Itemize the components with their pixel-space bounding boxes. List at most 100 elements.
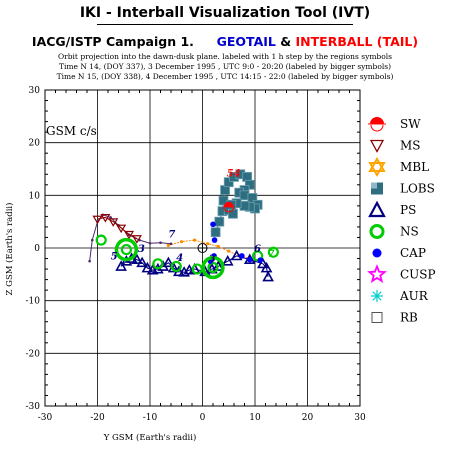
annotation-label: 7 <box>268 249 275 260</box>
annotation-label: 4 <box>176 253 183 264</box>
ns-point <box>207 261 219 274</box>
x-tick-label: 20 <box>302 413 314 423</box>
campaign-prefix: IACG/ISTP Campaign 1. <box>31 34 194 49</box>
cap-point <box>246 256 253 263</box>
subtitle-line-1: Orbit projection into the dawn-dusk plan… <box>57 52 392 61</box>
legend-label: NS <box>400 225 419 239</box>
ps-point <box>115 260 127 271</box>
x-tick-label: 0 <box>200 413 206 423</box>
orbit2-point <box>159 241 162 245</box>
annotation-label: 3 <box>138 244 145 255</box>
ns-point <box>201 255 225 280</box>
y-tick-label: -10 <box>26 297 41 307</box>
sw-point <box>223 201 234 207</box>
dot-icon <box>372 248 382 258</box>
legend-item: CAP <box>372 246 426 260</box>
orbit1-point <box>227 249 231 253</box>
x-axis-label: Y GSM (Earth's radii) <box>103 432 197 443</box>
orbit2-point <box>148 241 152 245</box>
sw-point-outline <box>223 206 235 213</box>
x-tick-label: -10 <box>143 413 158 423</box>
cap-point <box>211 237 218 243</box>
legend-label: CUSP <box>400 268 436 282</box>
legend-label: LOBS <box>400 182 435 196</box>
orbit1-point <box>179 240 184 244</box>
half-circle-icon <box>370 117 384 124</box>
subtitle-line-2: Time N 14, (DOY 337), 3 December 1995 , … <box>58 62 392 71</box>
legend-label: AUR <box>399 289 429 303</box>
ms-point <box>100 214 111 223</box>
earth-marker <box>197 243 208 253</box>
legend-item: MS <box>369 139 421 153</box>
star-of-david-icon-inverse <box>368 162 386 177</box>
annotation-label: 7 <box>168 229 175 240</box>
lobs-point <box>228 208 238 219</box>
asterisk-icon <box>372 291 382 301</box>
plot-grid <box>44 89 361 407</box>
legend-item: NS <box>369 224 419 239</box>
y-axis-label: Z GSM (Earth's radii) <box>4 203 15 296</box>
legend-item: PS <box>368 200 416 218</box>
lobs-point <box>223 177 234 188</box>
x-tick-label: 10 <box>249 413 261 423</box>
subtitle-line-3: Time N 15, (DOY 338), 4 December 1995 , … <box>56 72 394 81</box>
ps-point <box>262 270 274 282</box>
ms-point <box>92 215 103 225</box>
annotation-label: 6 <box>254 244 261 255</box>
ns-point <box>95 234 107 246</box>
ps-point <box>221 255 234 266</box>
y-tick-label: 0 <box>34 244 40 254</box>
ps-point <box>230 249 243 261</box>
y-tick-label: 20 <box>29 139 41 149</box>
annotation-label: 3 <box>209 254 216 265</box>
triangle-up-icon <box>368 200 386 218</box>
star-icon <box>367 264 387 283</box>
orbit2-point <box>88 259 91 263</box>
half-circle-icon-lower <box>370 124 384 132</box>
legend-label: PS <box>400 203 416 217</box>
ms-point <box>123 230 135 240</box>
orbit1-point <box>206 242 210 246</box>
ns-point <box>170 260 182 273</box>
ampersand: & <box>280 34 292 49</box>
y-tick-label: -30 <box>26 402 41 412</box>
spacecraft-1-name: GEOTAIL <box>216 34 276 49</box>
ps-point <box>257 257 269 269</box>
title-underline <box>97 24 353 25</box>
cap-point <box>210 221 216 228</box>
legend-label: RB <box>400 311 418 325</box>
ms-point <box>116 224 127 234</box>
lobs-point <box>214 216 225 227</box>
x-tick-label: 30 <box>354 413 366 423</box>
legend-label: SW <box>400 117 421 131</box>
square-icon-highlight <box>371 182 377 189</box>
legend-item: AUR <box>371 289 429 303</box>
ns-point <box>267 246 279 258</box>
ps-point <box>260 261 273 273</box>
annotation-label: 5 <box>111 252 118 263</box>
orbit2-point <box>90 238 94 242</box>
ps-point <box>162 256 175 268</box>
legend-item: MBL <box>368 157 429 177</box>
orbit2-point <box>109 216 112 219</box>
ring-icon <box>369 224 385 239</box>
ps-point <box>131 253 143 264</box>
cap-point <box>257 257 264 263</box>
legend: SW MS MBL LOBS PS NS CAP CUSP AUR RB <box>367 117 436 325</box>
axis-ticks: -30 -20 -10 0 10 20 30 -30 -20 -10 0 10 20 30 <box>26 86 366 423</box>
orbit1-point <box>216 244 220 249</box>
legend-item: CUSP <box>367 264 436 283</box>
ns-point <box>152 258 164 270</box>
legend-label: MBL <box>400 160 429 174</box>
triangle-down-icon <box>369 139 385 153</box>
app-title: IKI - Interball Visualization Tool (IVT) <box>79 5 371 21</box>
orbit2-path <box>89 214 172 262</box>
open-square-icon <box>371 312 383 323</box>
x-tick-label: -20 <box>90 413 105 423</box>
campaign-title: IACG/ISTP Campaign 1. GEOTAIL & INTERBAL… <box>0 34 450 49</box>
legend-item: RB <box>371 311 418 325</box>
ps-point <box>136 256 148 268</box>
legend-item: LOBS <box>371 182 435 196</box>
ns-point <box>120 243 132 256</box>
